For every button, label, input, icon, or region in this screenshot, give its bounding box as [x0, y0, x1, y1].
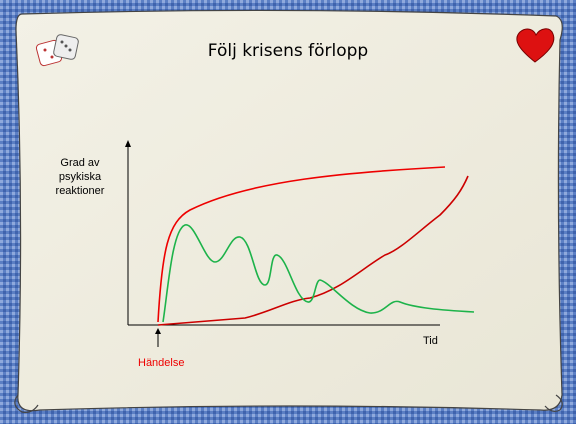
y-axis-label: psykiska	[59, 171, 102, 183]
title: Följ krisens förlopp	[208, 41, 368, 61]
event-arrowhead	[155, 328, 161, 334]
parchment	[15, 9, 563, 412]
scroll-curl	[544, 394, 563, 412]
green-curve	[162, 224, 475, 323]
x-axis-label: Tid	[423, 335, 438, 347]
scroll-curl	[14, 394, 39, 413]
y-axis-label: Grad av	[60, 157, 100, 169]
y-axis-arrow	[125, 140, 131, 147]
dice-icon	[35, 34, 79, 67]
y-axis-label: reaktioner	[56, 185, 105, 197]
event-label: Händelse	[138, 357, 184, 369]
heart-icon	[516, 28, 555, 63]
upper-red-curve	[157, 166, 446, 323]
lower-red-curve	[157, 175, 469, 326]
